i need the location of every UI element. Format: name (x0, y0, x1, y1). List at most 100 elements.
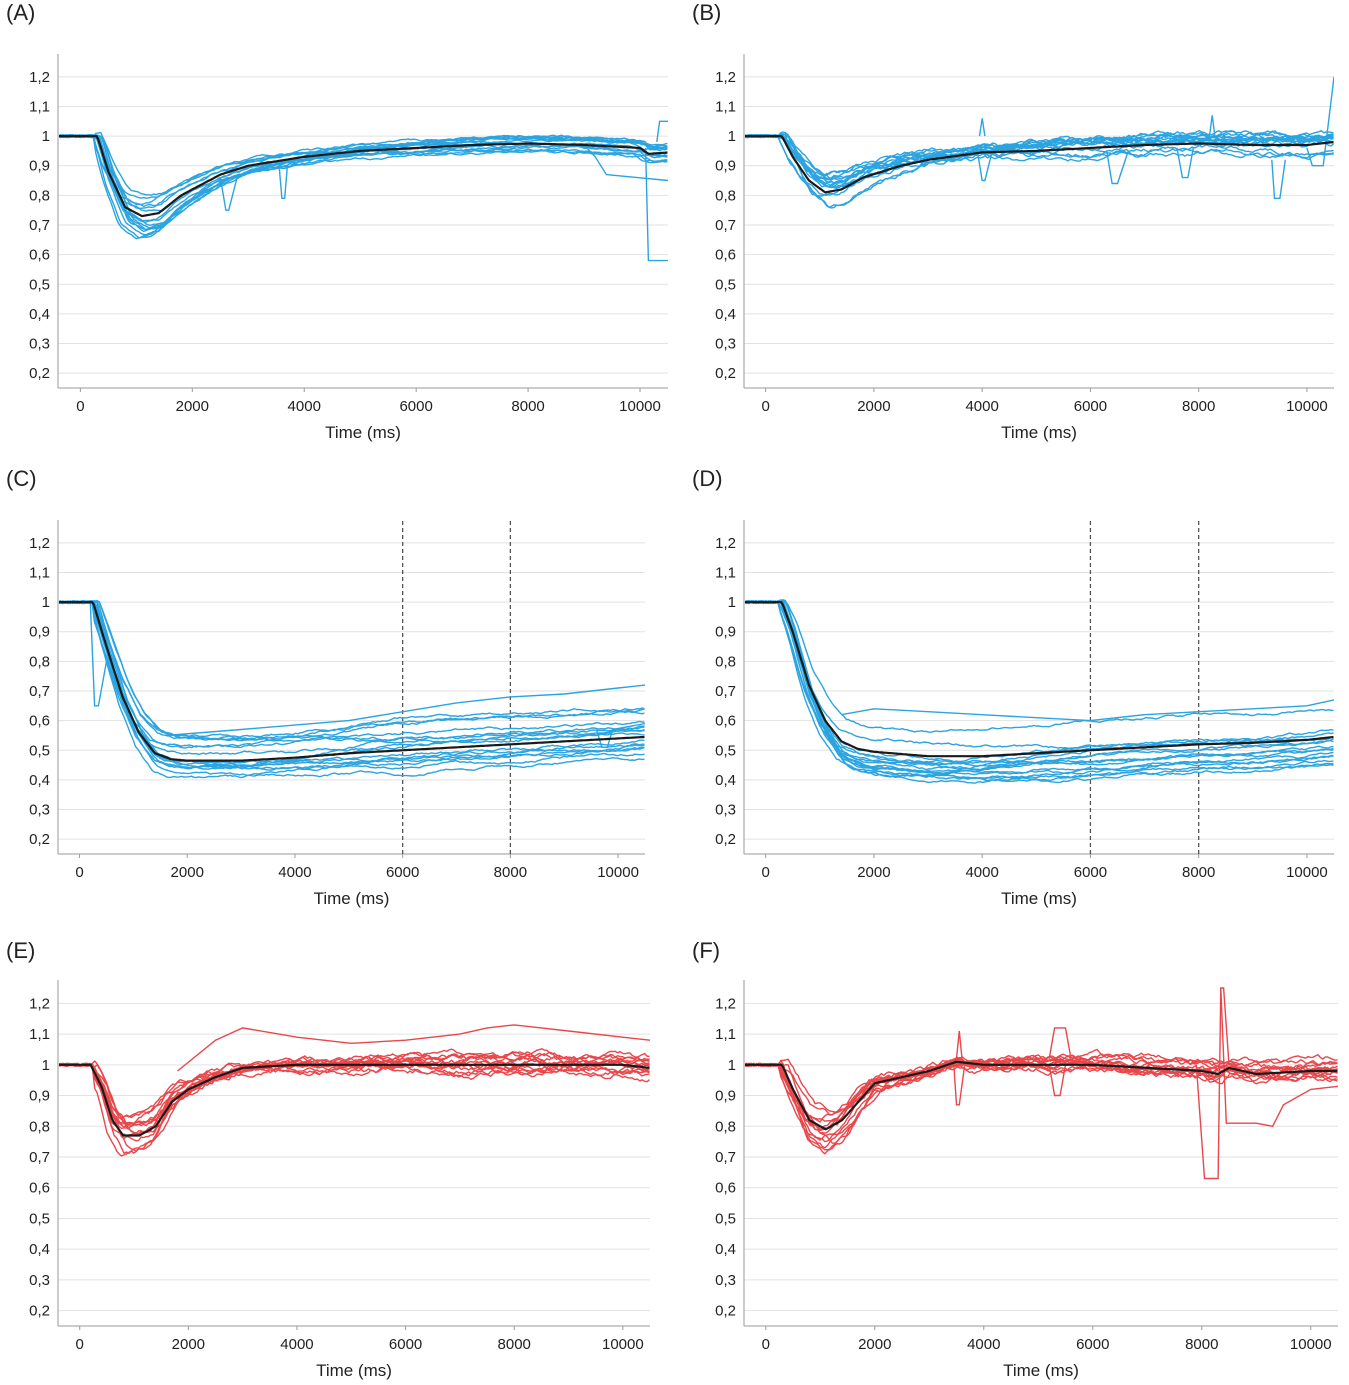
outlier-trace (1306, 76, 1334, 167)
y-tick-label: 0,6 (29, 713, 50, 730)
y-tick-label: 0,8 (29, 653, 50, 670)
y-tick-label: 0,2 (29, 1303, 50, 1320)
trial-trace (745, 132, 1334, 188)
outlier-trace (976, 147, 994, 182)
panel-c: (C) 0,2 0,3 0,4 0,5 0,6 0,7 0,8 0,9 1 1,1 1,2 0 2000… (0, 466, 674, 926)
y-tick-label: 0,4 (715, 1241, 736, 1258)
x-tick-label: 2000 (171, 864, 204, 881)
trial-trace (59, 599, 645, 738)
trial-trace (59, 134, 668, 231)
y-tick-label: 1 (42, 128, 50, 145)
y-tick-label: 0,4 (29, 772, 50, 789)
x-tick-label: 10000 (597, 864, 639, 881)
y-tick-label: 0,3 (29, 336, 50, 353)
x-axis-title: Time (ms) (1001, 423, 1077, 442)
y-tick-label: 0,6 (715, 1180, 736, 1197)
y-tick-label: 0,2 (715, 831, 736, 848)
x-tick-label: 2000 (858, 1336, 891, 1353)
outlier-trace (278, 165, 289, 200)
y-tick-label: 1 (728, 1057, 736, 1074)
x-tick-label: 10000 (1290, 1336, 1332, 1353)
plot-area (745, 987, 1338, 1180)
y-tick-label: 0,3 (29, 1272, 50, 1289)
y-tick-label: 0,4 (29, 306, 50, 323)
y-tick-label: 1,2 (715, 995, 736, 1012)
outlier-trace (1106, 150, 1129, 185)
trial-trace (59, 600, 645, 779)
x-axis-title: Time (ms) (1001, 889, 1077, 908)
x-axis-title: Time (ms) (1003, 1361, 1079, 1380)
outlier-trace (955, 1030, 963, 1059)
y-tick-label: 1,2 (29, 995, 50, 1012)
x-tick-label: 4000 (280, 1336, 313, 1353)
y-tick-label: 1,2 (29, 535, 50, 552)
y-tick-label: 1,1 (29, 564, 50, 581)
plot-area (59, 520, 645, 854)
panel-letter-a: (A) (6, 0, 36, 25)
y-tick-label: 0,7 (715, 1149, 736, 1166)
y-tick-label: 0,6 (29, 247, 50, 264)
x-tick-label: 2000 (172, 1336, 205, 1353)
trial-trace (59, 600, 645, 741)
y-tick-label: 0,9 (715, 158, 736, 175)
y-tick-label: 0,8 (715, 187, 736, 204)
trial-trace (59, 133, 668, 236)
chart-d: 0,2 0,3 0,4 0,5 0,6 0,7 0,8 0,9 1 1,1 1,2 0 2000 4000… (715, 520, 1334, 908)
y-tick-label: 0,5 (29, 742, 50, 759)
mean-trace (59, 135, 668, 218)
x-tick-label: 0 (75, 864, 83, 881)
y-tick-label: 1,1 (29, 98, 50, 115)
x-tick-label: 4000 (965, 864, 998, 881)
mean-trace (745, 601, 1334, 758)
y-tick-label: 0,8 (29, 187, 50, 204)
trial-trace (745, 130, 1334, 177)
trial-trace (59, 134, 668, 206)
x-tick-label: 6000 (399, 398, 432, 415)
y-tick-label: 1,2 (715, 535, 736, 552)
trial-trace (745, 129, 1334, 178)
panel-b: (B) 0,2 0,3 0,4 0,5 0,6 0,7 0,8 0,9 1 1,1 1,2 0 2000… (686, 0, 1349, 460)
y-tick-label: 0,9 (29, 1088, 50, 1105)
trial-trace (745, 599, 1334, 776)
mean-trace (59, 1063, 650, 1137)
plot-area (745, 520, 1334, 854)
x-tick-label: 6000 (389, 1336, 422, 1353)
y-tick-label: 1 (42, 1057, 50, 1074)
outlier-trace (177, 1024, 650, 1072)
y-tick-label: 0,8 (715, 1118, 736, 1135)
panel-d: (D) 0,2 0,3 0,4 0,5 0,6 0,7 0,8 0,9 1 1,1 1,2 0 2000… (686, 466, 1349, 926)
x-tick-label: 2000 (176, 398, 209, 415)
x-tick-label: 0 (76, 1336, 84, 1353)
x-tick-label: 10000 (1286, 398, 1328, 415)
chart-e: 0,2 0,3 0,4 0,5 0,6 0,7 0,8 0,9 1 1,1 1,2 0 2000 4000… (29, 980, 650, 1380)
x-tick-label: 2000 (857, 398, 890, 415)
x-axis-title: Time (ms) (314, 889, 390, 908)
trial-trace (745, 1052, 1338, 1116)
y-tick-label: 0,2 (715, 365, 736, 382)
x-tick-label: 10000 (602, 1336, 644, 1353)
x-tick-label: 8000 (1182, 864, 1215, 881)
outlier-trace (656, 120, 668, 143)
y-tick-label: 0,9 (715, 624, 736, 641)
trial-trace (745, 600, 1334, 752)
mean-trace (59, 601, 645, 762)
y-tick-label: 0,4 (715, 306, 736, 323)
outlier-trace (1271, 159, 1286, 200)
trial-trace (745, 1062, 1338, 1134)
x-axis-title: Time (ms) (316, 1361, 392, 1380)
panel-letter-c: (C) (6, 466, 37, 491)
y-tick-label: 0,5 (715, 276, 736, 293)
x-tick-label: 2000 (857, 864, 890, 881)
panel-letter-f: (F) (692, 938, 721, 963)
y-tick-label: 0,5 (29, 276, 50, 293)
outlier-trace (1176, 147, 1194, 179)
y-tick-label: 0,6 (29, 1180, 50, 1197)
trial-trace (745, 133, 1334, 190)
mean-trace (745, 1060, 1338, 1131)
outlier-trace (1048, 1064, 1067, 1097)
outlier-trace (89, 602, 108, 707)
x-tick-label: 8000 (1182, 398, 1215, 415)
y-tick-label: 0,3 (29, 802, 50, 819)
trial-trace (59, 1050, 650, 1125)
outlier-trace (583, 144, 668, 182)
